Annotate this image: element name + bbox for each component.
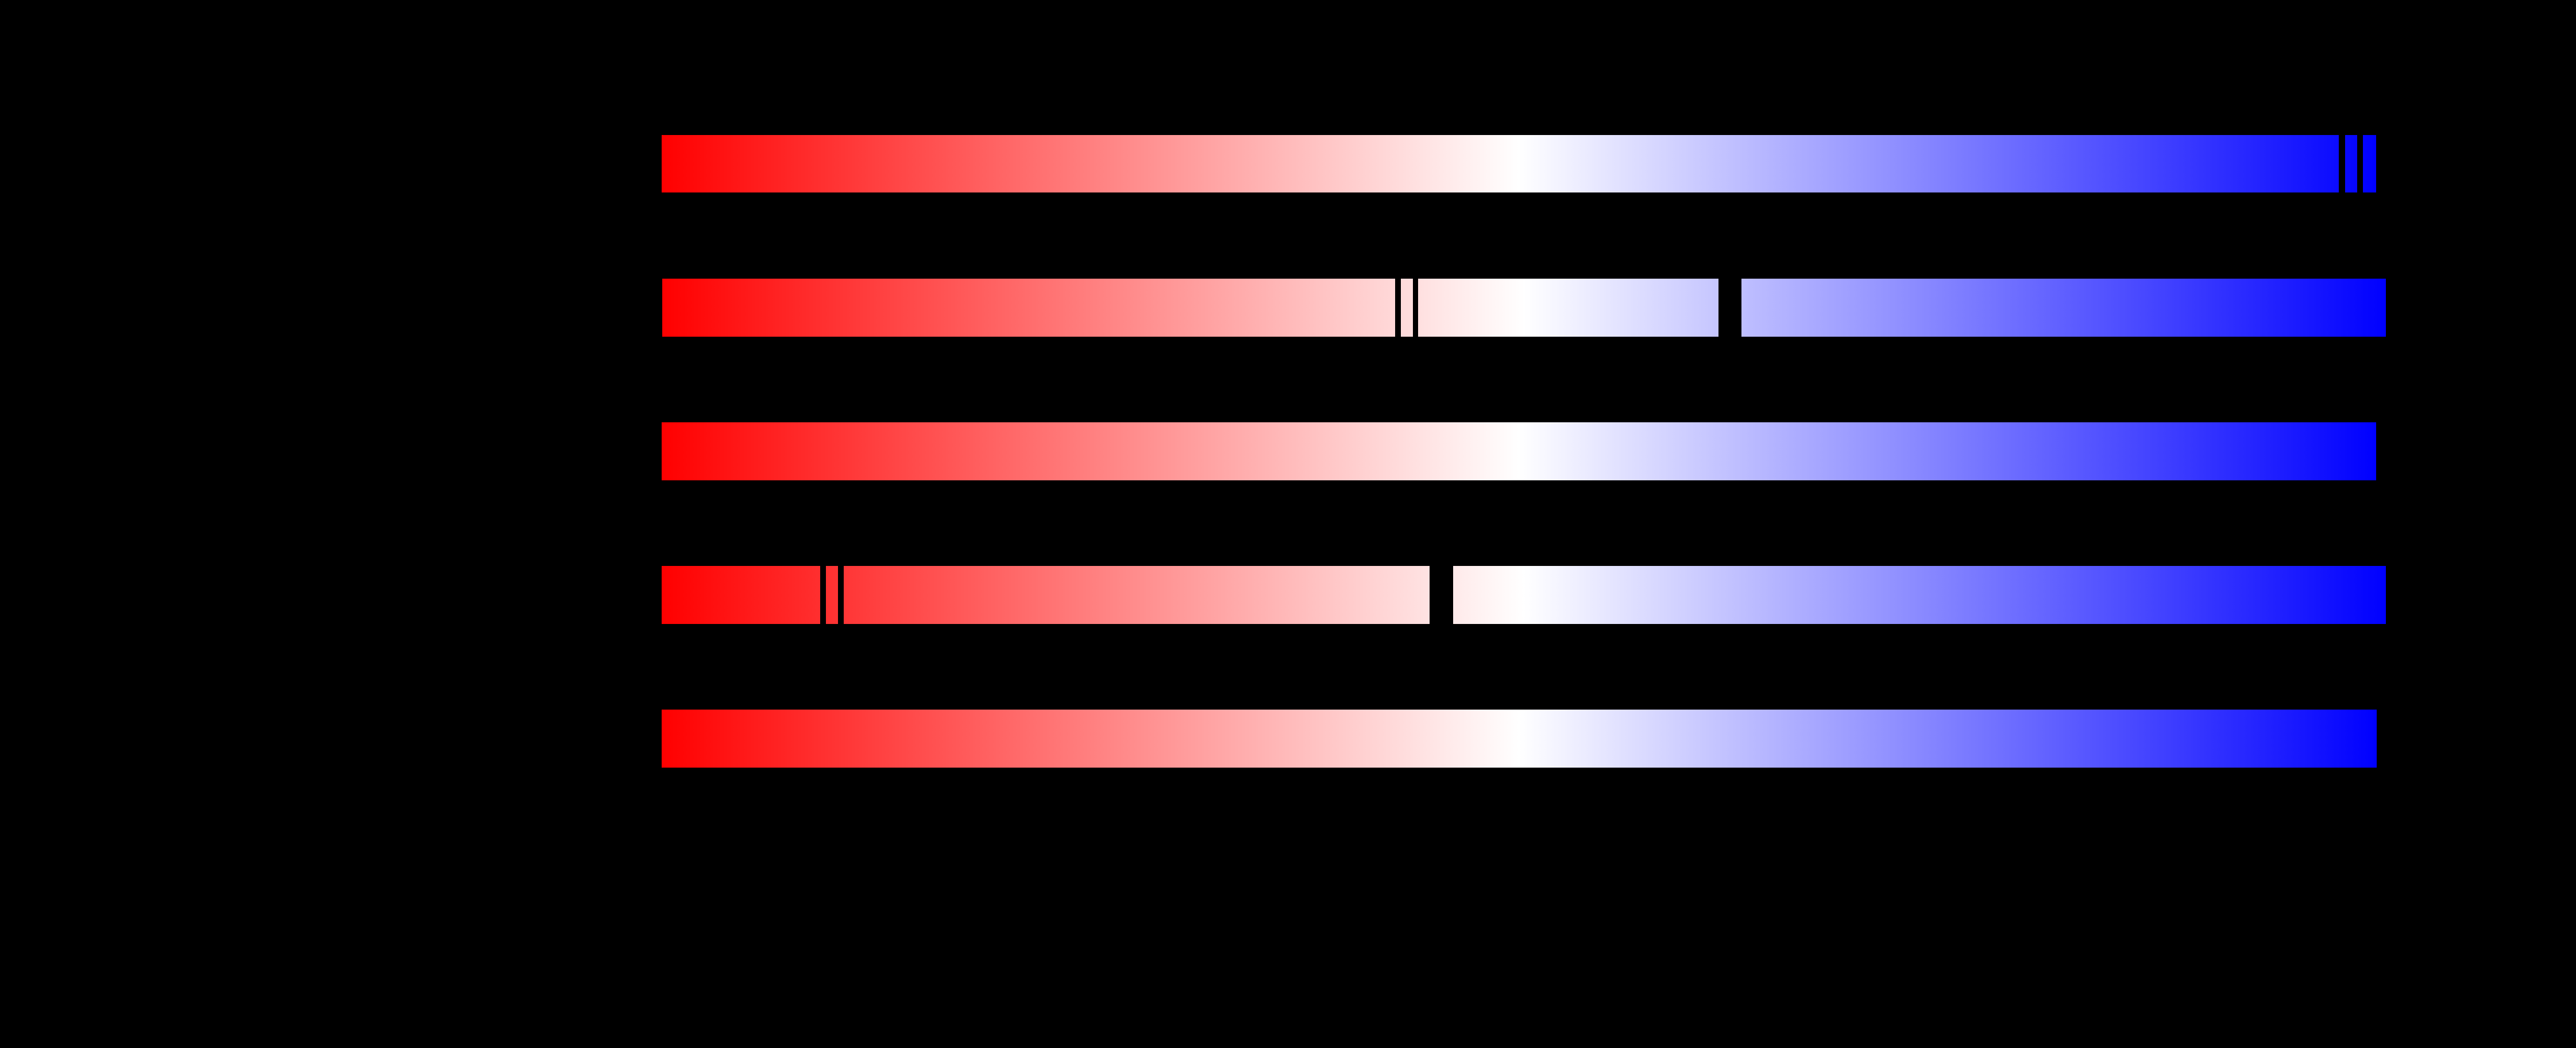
event-marker-1-1: [1413, 279, 1418, 337]
event-marker-0-0: [2339, 135, 2345, 192]
gradient-bar-row-3: [662, 566, 2386, 624]
event-marker-3-2: [1430, 566, 1453, 624]
gradient-bar-row-2: [662, 422, 2376, 480]
gradient-bar-row-1: [662, 279, 2386, 337]
event-marker-3-0: [820, 566, 826, 624]
gradient-bar-row-0: [662, 135, 2376, 192]
event-marker-3-1: [838, 566, 844, 624]
event-marker-1-0: [1395, 279, 1401, 337]
gradient-bar-row-4: [662, 710, 2377, 768]
event-marker-1-2: [1718, 279, 1741, 337]
event-marker-0-1: [2357, 135, 2363, 192]
